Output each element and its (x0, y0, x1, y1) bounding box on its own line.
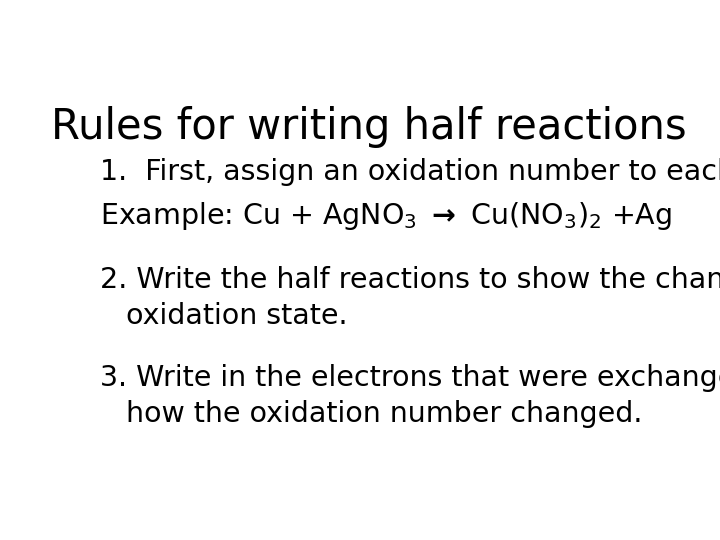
Text: 2. Write the half reactions to show the change in: 2. Write the half reactions to show the … (100, 266, 720, 294)
Text: Rules for writing half reactions: Rules for writing half reactions (51, 106, 687, 148)
Text: how the oxidation number changed.: how the oxidation number changed. (126, 400, 643, 428)
Text: 1.  First, assign an oxidation number to each element.: 1. First, assign an oxidation number to … (100, 158, 720, 186)
Text: 3. Write in the electrons that were exchanged to show: 3. Write in the electrons that were exch… (100, 364, 720, 392)
Text: oxidation state.: oxidation state. (126, 302, 348, 330)
Text: Example: Cu + AgNO$_3$ $\bf\rightarrow$ Cu(NO$_3$)$_2$ +Ag: Example: Cu + AgNO$_3$ $\bf\rightarrow$ … (100, 200, 672, 232)
